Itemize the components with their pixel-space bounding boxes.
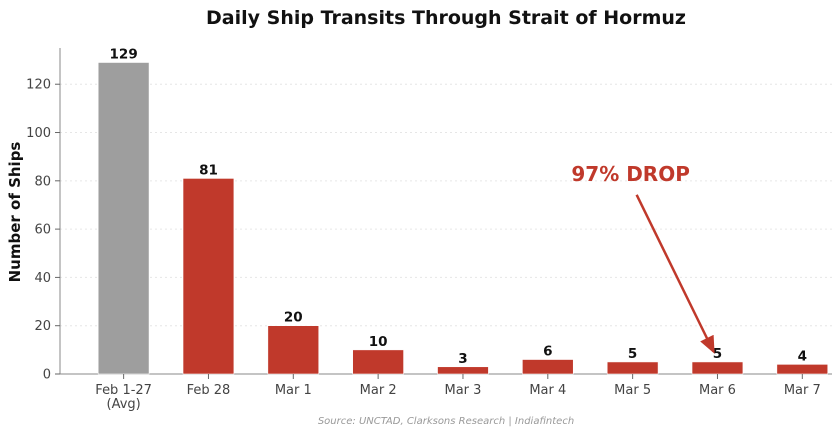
x-tick-label: Feb 28 xyxy=(187,383,231,398)
data-label: 6 xyxy=(543,344,552,360)
bar xyxy=(352,349,404,375)
y-tick-label: 100 xyxy=(26,126,51,141)
bar xyxy=(437,366,489,375)
data-label: 5 xyxy=(628,346,637,362)
bar xyxy=(522,359,574,375)
axis-layer xyxy=(59,48,832,375)
labels-layer: 129 81 20 10 3 6 5 5 4 xyxy=(110,46,807,366)
data-label: 129 xyxy=(110,46,138,62)
x-tick-label: Mar 3 xyxy=(444,383,481,398)
data-label: 4 xyxy=(798,348,807,364)
x-tick-label: Mar 6 xyxy=(699,383,736,398)
bar xyxy=(776,364,829,375)
bars-layer xyxy=(97,62,829,375)
y-axis-label: Number of Ships xyxy=(6,142,24,283)
annotation-text: 97% DROP xyxy=(571,162,690,186)
x-tick-label: Mar 1 xyxy=(275,383,312,398)
x-tick-label: Mar 7 xyxy=(784,383,821,398)
data-label: 81 xyxy=(199,162,218,178)
y-tick-label: 80 xyxy=(34,174,51,189)
source-note: Source: UNCTAD, Clarksons Research | Ind… xyxy=(318,416,574,427)
bar xyxy=(267,325,320,375)
y-tick-layer: 0 20 40 60 80 100 120 xyxy=(26,78,60,383)
data-label: 10 xyxy=(369,334,388,350)
x-tick-label: Mar 5 xyxy=(614,383,651,398)
bar xyxy=(182,178,235,375)
y-tick-label: 120 xyxy=(26,78,51,93)
x-tick-label: Mar 2 xyxy=(360,383,397,398)
annotation-arrow xyxy=(635,194,715,354)
chart-title: Daily Ship Transits Through Strait of Ho… xyxy=(206,7,686,29)
bar xyxy=(97,62,150,375)
data-label: 5 xyxy=(713,346,722,362)
y-tick-label: 60 xyxy=(34,223,51,238)
bar xyxy=(691,361,744,375)
y-tick-label: 0 xyxy=(43,368,51,383)
x-tick-label: Feb 1-27 xyxy=(95,383,152,398)
x-tick-layer: Feb 1-27(Avg) Feb 28 Mar 1 Mar 2 Mar 3 Mar 4 M… xyxy=(95,374,821,412)
x-tick-label: Mar 4 xyxy=(529,383,566,398)
y-tick-label: 40 xyxy=(34,271,51,286)
bar xyxy=(606,361,659,375)
data-label: 20 xyxy=(284,310,303,326)
y-tick-label: 20 xyxy=(34,319,51,334)
data-label: 3 xyxy=(458,351,467,367)
annotation-layer: 97% DROP xyxy=(571,162,715,354)
grid-layer xyxy=(60,83,832,375)
x-tick-label: (Avg) xyxy=(107,397,141,412)
